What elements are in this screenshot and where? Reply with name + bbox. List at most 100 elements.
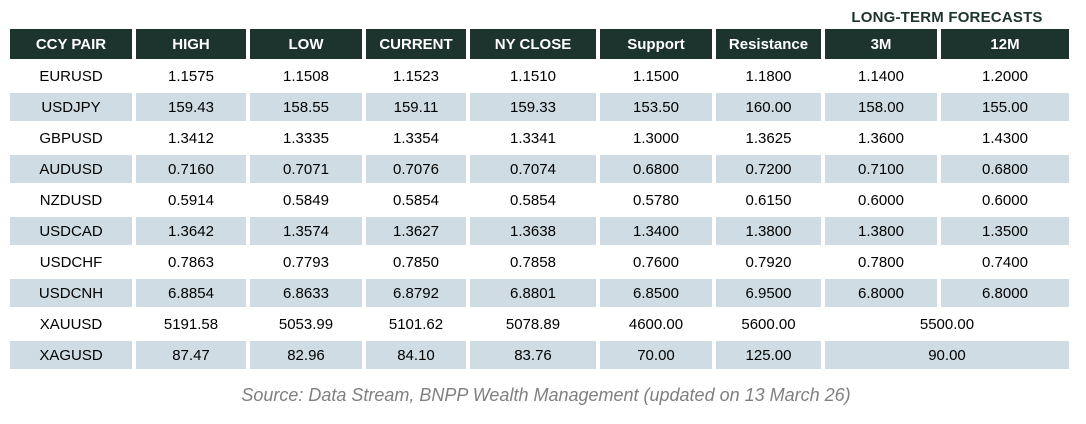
resistance-value: 1.1800 [716, 62, 821, 90]
pair-label: USDCHF [10, 248, 132, 276]
pair-label: AUDUSD [10, 155, 132, 183]
ny-close-value: 0.7858 [470, 248, 596, 276]
low-value: 0.7793 [250, 248, 362, 276]
pair-label: NZDUSD [10, 186, 132, 214]
low-value: 0.5849 [250, 186, 362, 214]
current-value: 159.11 [366, 93, 466, 121]
pair-label: XAGUSD [10, 341, 132, 369]
support-value: 6.8500 [600, 279, 712, 307]
low-value: 1.3335 [250, 124, 362, 152]
header-current: CURRENT [366, 29, 466, 59]
header-ny-close: NY CLOSE [470, 29, 596, 59]
current-value: 0.7076 [366, 155, 466, 183]
high-value: 6.8854 [136, 279, 246, 307]
table-row-usdcnh: USDCNH 6.8854 6.8633 6.8792 6.8801 6.850… [10, 279, 1069, 307]
forecast-12m-value: 6.8000 [941, 279, 1069, 307]
support-value: 0.7600 [600, 248, 712, 276]
resistance-value: 0.7200 [716, 155, 821, 183]
forecast-3m-value: 158.00 [825, 93, 937, 121]
low-value: 1.3574 [250, 217, 362, 245]
title-spacer [10, 5, 821, 26]
low-value: 0.7071 [250, 155, 362, 183]
forecast-12m-value: 0.7400 [941, 248, 1069, 276]
forecast-title-row: LONG-TERM FORECASTS [10, 5, 1069, 26]
header-3m: 3M [825, 29, 937, 59]
current-value: 1.3354 [366, 124, 466, 152]
table-row-usdjpy: USDJPY 159.43 158.55 159.11 159.33 153.5… [10, 93, 1069, 121]
current-value: 1.1523 [366, 62, 466, 90]
source-note: Source: Data Stream, BNPP Wealth Managem… [241, 385, 851, 405]
low-value: 1.1508 [250, 62, 362, 90]
ny-close-value: 6.8801 [470, 279, 596, 307]
support-value: 1.3400 [600, 217, 712, 245]
table-row-nzdusd: NZDUSD 0.5914 0.5849 0.5854 0.5854 0.578… [10, 186, 1069, 214]
pair-label: USDJPY [10, 93, 132, 121]
header-support: Support [600, 29, 712, 59]
support-value: 1.3000 [600, 124, 712, 152]
table-row-usdcad: USDCAD 1.3642 1.3574 1.3627 1.3638 1.340… [10, 217, 1069, 245]
high-value: 87.47 [136, 341, 246, 369]
pair-label: GBPUSD [10, 124, 132, 152]
high-value: 0.5914 [136, 186, 246, 214]
resistance-value: 6.9500 [716, 279, 821, 307]
table-header-row: CCY PAIR HIGH LOW CURRENT NY CLOSE Suppo… [10, 29, 1069, 59]
low-value: 6.8633 [250, 279, 362, 307]
pair-label: XAUUSD [10, 310, 132, 338]
forecast-3m-value: 0.7800 [825, 248, 937, 276]
forecast-3m-value: 0.7100 [825, 155, 937, 183]
forecast-merged-value: 5500.00 [825, 310, 1069, 338]
forecast-merged-value: 90.00 [825, 341, 1069, 369]
ny-close-value: 1.1510 [470, 62, 596, 90]
table-row-usdchf: USDCHF 0.7863 0.7793 0.7850 0.7858 0.760… [10, 248, 1069, 276]
low-value: 82.96 [250, 341, 362, 369]
table-row-xagusd: XAGUSD 87.47 82.96 84.10 83.76 70.00 125… [10, 341, 1069, 369]
support-value: 0.6800 [600, 155, 712, 183]
high-value: 5191.58 [136, 310, 246, 338]
support-value: 0.5780 [600, 186, 712, 214]
current-value: 1.3627 [366, 217, 466, 245]
ny-close-value: 0.7074 [470, 155, 596, 183]
forecast-12m-value: 1.2000 [941, 62, 1069, 90]
forecast-12m-value: 1.3500 [941, 217, 1069, 245]
table-row-audusd: AUDUSD 0.7160 0.7071 0.7076 0.7074 0.680… [10, 155, 1069, 183]
forecast-12m-value: 0.6800 [941, 155, 1069, 183]
header-high: HIGH [136, 29, 246, 59]
current-value: 84.10 [366, 341, 466, 369]
table-row-eurusd: EURUSD 1.1575 1.1508 1.1523 1.1510 1.150… [10, 62, 1069, 90]
table-row-gbpusd: GBPUSD 1.3412 1.3335 1.3354 1.3341 1.300… [10, 124, 1069, 152]
forecast-3m-value: 1.3600 [825, 124, 937, 152]
high-value: 159.43 [136, 93, 246, 121]
forecast-report: LONG-TERM FORECASTS CCY PAIR HIGH LOW CU… [6, 2, 1073, 405]
resistance-value: 0.6150 [716, 186, 821, 214]
high-value: 0.7863 [136, 248, 246, 276]
current-value: 5101.62 [366, 310, 466, 338]
header-12m: 12M [941, 29, 1069, 59]
current-value: 6.8792 [366, 279, 466, 307]
high-value: 1.3642 [136, 217, 246, 245]
ny-close-value: 1.3638 [470, 217, 596, 245]
current-value: 0.7850 [366, 248, 466, 276]
low-value: 5053.99 [250, 310, 362, 338]
ny-close-value: 159.33 [470, 93, 596, 121]
ny-close-value: 83.76 [470, 341, 596, 369]
support-value: 153.50 [600, 93, 712, 121]
high-value: 0.7160 [136, 155, 246, 183]
pair-label: USDCNH [10, 279, 132, 307]
pair-label: EURUSD [10, 62, 132, 90]
header-low: LOW [250, 29, 362, 59]
long-term-forecasts-title: LONG-TERM FORECASTS [851, 9, 1043, 26]
support-value: 70.00 [600, 341, 712, 369]
support-value: 4600.00 [600, 310, 712, 338]
header-resistance: Resistance [716, 29, 821, 59]
high-value: 1.1575 [136, 62, 246, 90]
table-row-xauusd: XAUUSD 5191.58 5053.99 5101.62 5078.89 4… [10, 310, 1069, 338]
resistance-value: 5600.00 [716, 310, 821, 338]
forecast-3m-value: 1.3800 [825, 217, 937, 245]
fx-forecast-table: LONG-TERM FORECASTS CCY PAIR HIGH LOW CU… [6, 2, 1073, 372]
ny-close-value: 5078.89 [470, 310, 596, 338]
forecast-3m-value: 1.1400 [825, 62, 937, 90]
resistance-value: 160.00 [716, 93, 821, 121]
pair-label: USDCAD [10, 217, 132, 245]
support-value: 1.1500 [600, 62, 712, 90]
high-value: 1.3412 [136, 124, 246, 152]
